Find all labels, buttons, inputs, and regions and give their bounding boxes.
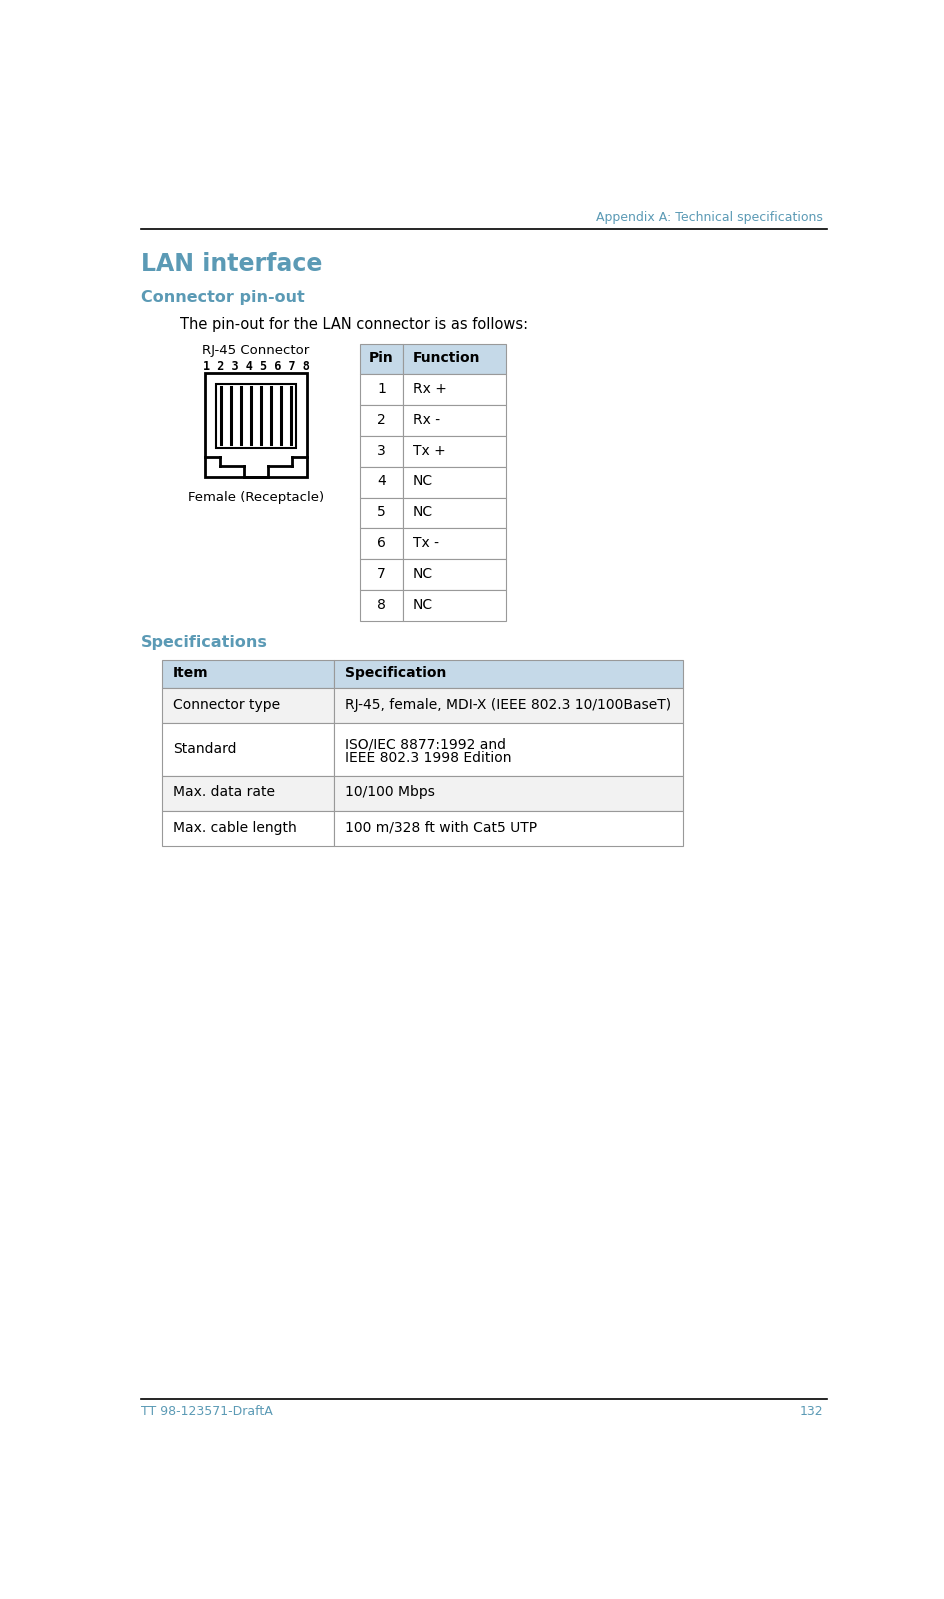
Text: 5: 5: [377, 505, 385, 520]
Text: Function: Function: [413, 352, 480, 365]
Text: LAN interface: LAN interface: [142, 253, 323, 277]
Text: Standard: Standard: [173, 742, 236, 756]
Text: Item: Item: [173, 667, 209, 680]
Text: The pin-out for the LAN connector is as follows:: The pin-out for the LAN connector is as …: [180, 317, 528, 333]
Text: NC: NC: [413, 566, 432, 580]
Bar: [403, 497, 506, 528]
Text: 4: 4: [377, 475, 385, 488]
Text: NC: NC: [413, 475, 432, 488]
Bar: [403, 467, 506, 497]
Bar: [360, 374, 403, 405]
Text: Specifications: Specifications: [142, 635, 268, 649]
Text: Tx +: Tx +: [413, 443, 445, 457]
Bar: [403, 560, 506, 590]
Text: Specification: Specification: [345, 667, 447, 680]
Text: 1 2 3 4 5 6 7 8: 1 2 3 4 5 6 7 8: [202, 360, 310, 373]
Text: 8: 8: [377, 598, 386, 611]
Bar: [215, 384, 296, 448]
Text: RJ-45, female, MDI-X (IEEE 802.3 10/100BaseT): RJ-45, female, MDI-X (IEEE 802.3 10/100B…: [345, 697, 670, 712]
Text: NC: NC: [413, 505, 432, 520]
Bar: [403, 344, 506, 374]
Bar: [334, 811, 683, 846]
Text: RJ-45 Connector: RJ-45 Connector: [202, 344, 310, 357]
Bar: [334, 776, 683, 811]
Text: ISO/IEC 8877:1992 and: ISO/IEC 8877:1992 and: [345, 737, 506, 752]
Bar: [360, 405, 403, 437]
Bar: [162, 688, 334, 723]
Bar: [205, 373, 307, 477]
Bar: [403, 374, 506, 405]
Text: Female (Receptacle): Female (Receptacle): [188, 491, 324, 504]
Text: Tx -: Tx -: [413, 536, 438, 550]
Text: Connector pin-out: Connector pin-out: [142, 291, 305, 305]
Bar: [334, 723, 683, 776]
Text: 1: 1: [377, 382, 386, 397]
Bar: [403, 528, 506, 560]
Bar: [162, 723, 334, 776]
Bar: [162, 660, 334, 688]
Text: 3: 3: [377, 443, 385, 457]
Text: Pin: Pin: [369, 352, 394, 365]
Bar: [360, 497, 403, 528]
Text: TT 98-123571-DraftA: TT 98-123571-DraftA: [142, 1404, 273, 1418]
Bar: [334, 660, 683, 688]
Text: Appendix A: Technical specifications: Appendix A: Technical specifications: [596, 211, 822, 224]
Bar: [403, 405, 506, 437]
Bar: [360, 528, 403, 560]
Text: 10/100 Mbps: 10/100 Mbps: [345, 785, 434, 800]
Bar: [403, 437, 506, 467]
Bar: [360, 560, 403, 590]
Text: Max. data rate: Max. data rate: [173, 785, 275, 800]
Text: Max. cable length: Max. cable length: [173, 820, 296, 835]
Text: 2: 2: [377, 413, 385, 427]
Text: 100 m/328 ft with Cat5 UTP: 100 m/328 ft with Cat5 UTP: [345, 820, 537, 835]
Text: Rx -: Rx -: [413, 413, 439, 427]
Text: 6: 6: [377, 536, 386, 550]
Bar: [360, 467, 403, 497]
Text: IEEE 802.3 1998 Edition: IEEE 802.3 1998 Edition: [345, 752, 511, 764]
Bar: [360, 344, 403, 374]
Text: Connector type: Connector type: [173, 697, 280, 712]
Bar: [162, 776, 334, 811]
Bar: [334, 688, 683, 723]
Bar: [403, 590, 506, 620]
Text: Rx +: Rx +: [413, 382, 446, 397]
Bar: [162, 811, 334, 846]
Text: 132: 132: [799, 1404, 822, 1418]
Text: NC: NC: [413, 598, 432, 611]
Bar: [360, 590, 403, 620]
Bar: [360, 437, 403, 467]
Text: 7: 7: [377, 566, 385, 580]
